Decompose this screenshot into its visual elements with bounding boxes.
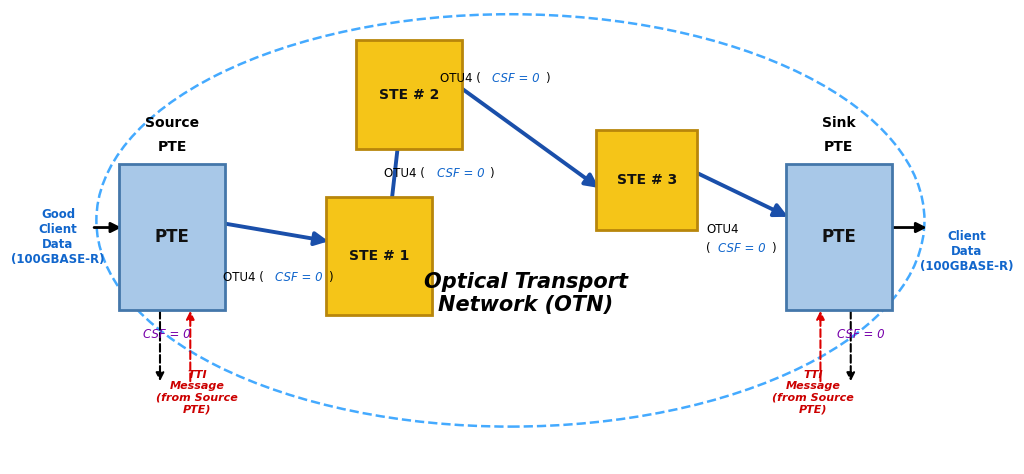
Text: (: ( (707, 242, 711, 255)
Text: ): ) (489, 166, 494, 180)
FancyBboxPatch shape (326, 197, 432, 315)
Text: STE # 3: STE # 3 (616, 173, 677, 187)
Text: PTE: PTE (824, 140, 853, 154)
Text: Sink: Sink (822, 116, 855, 130)
Text: PTE: PTE (158, 140, 186, 154)
FancyBboxPatch shape (596, 130, 697, 230)
Text: ): ) (328, 271, 332, 284)
Text: PTE: PTE (155, 228, 189, 246)
FancyBboxPatch shape (785, 164, 892, 310)
Text: ): ) (545, 72, 549, 85)
Text: CSF = 0: CSF = 0 (719, 242, 766, 255)
FancyBboxPatch shape (119, 164, 225, 310)
Text: STE # 1: STE # 1 (349, 249, 410, 263)
Text: OTU4 (: OTU4 ( (384, 166, 425, 180)
Text: CSF = 0: CSF = 0 (837, 328, 885, 341)
Text: OTU4 (: OTU4 ( (439, 72, 480, 85)
Text: PTE: PTE (821, 228, 856, 246)
Text: ): ) (771, 242, 775, 255)
Text: TTI
Message
(from Source
PTE): TTI Message (from Source PTE) (772, 370, 854, 415)
Text: OTU4 (: OTU4 ( (222, 271, 263, 284)
FancyBboxPatch shape (356, 40, 463, 149)
Text: STE # 2: STE # 2 (379, 88, 439, 102)
Text: Client
Data
(100GBASE-R): Client Data (100GBASE-R) (921, 230, 1014, 273)
Text: CSF = 0: CSF = 0 (143, 328, 190, 341)
Text: CSF = 0: CSF = 0 (275, 271, 323, 284)
Text: OTU4: OTU4 (707, 223, 739, 237)
Text: Good
Client
Data
(100GBASE-R): Good Client Data (100GBASE-R) (11, 208, 104, 266)
Text: Source: Source (145, 116, 200, 130)
Text: TTI
Message
(from Source
PTE): TTI Message (from Source PTE) (157, 370, 239, 415)
Text: Optical Transport
Network (OTN): Optical Transport Network (OTN) (424, 272, 628, 316)
Text: CSF = 0: CSF = 0 (493, 72, 540, 85)
Text: CSF = 0: CSF = 0 (436, 166, 484, 180)
